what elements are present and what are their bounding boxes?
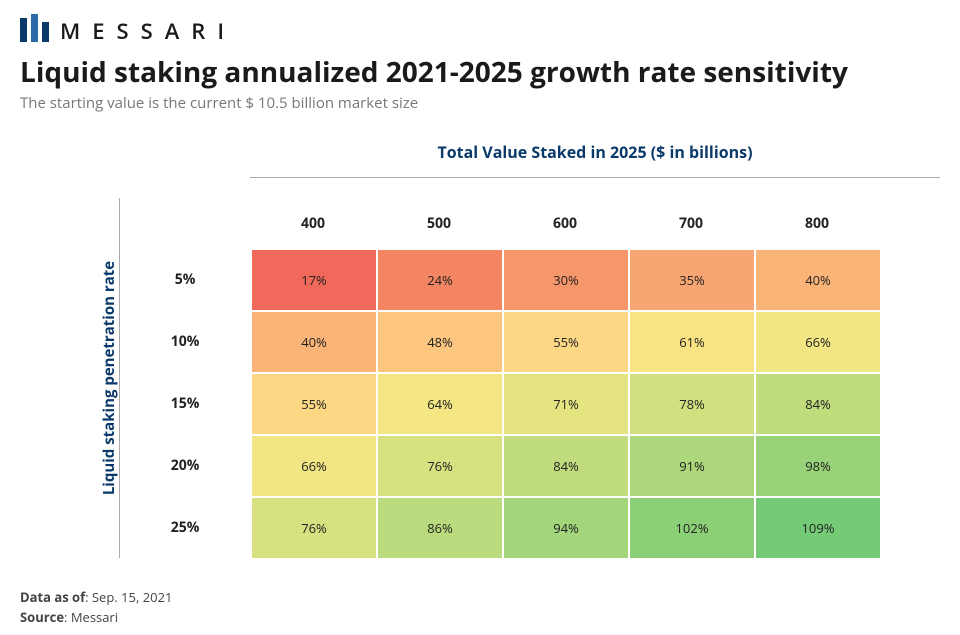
date-value: Sep. 15, 2021 (92, 588, 173, 606)
heatmap-cell: 30% (502, 248, 628, 310)
chart-subtitle: The starting value is the current $ 10.5… (20, 93, 940, 113)
row-header: 20% (120, 434, 250, 496)
source-label: Source (20, 608, 64, 626)
date-label: Data as of (20, 588, 85, 606)
heatmap-cell: 55% (250, 372, 376, 434)
heatmap-cell: 84% (502, 434, 628, 496)
heatmap-cell: 64% (376, 372, 502, 434)
heatmap-cell: 66% (754, 310, 880, 372)
x-axis-title: Total Value Staked in 2025 ($ in billion… (250, 141, 940, 178)
heatmap-cell: 40% (250, 310, 376, 372)
heatmap-grid: 4005006007008005%17%24%30%35%40%10%40%48… (120, 198, 880, 558)
heatmap-cell: 94% (502, 496, 628, 558)
heatmap-cell: 98% (754, 434, 880, 496)
heatmap-cell: 35% (628, 248, 754, 310)
heatmap-cell: 48% (376, 310, 502, 372)
column-header: 500 (376, 198, 502, 248)
heatmap-cell: 24% (376, 248, 502, 310)
heatmap-cell: 76% (376, 434, 502, 496)
heatmap-cell: 66% (250, 434, 376, 496)
row-header: 10% (120, 310, 250, 372)
column-header: 700 (628, 198, 754, 248)
brand-logo: MESSARI (20, 14, 940, 47)
column-header: 600 (502, 198, 628, 248)
brand-name: MESSARI (60, 16, 236, 46)
heatmap-cell: 71% (502, 372, 628, 434)
row-header: 15% (120, 372, 250, 434)
column-header: 400 (250, 198, 376, 248)
heatmap-cell: 78% (628, 372, 754, 434)
heatmap-cell: 102% (628, 496, 754, 558)
chart-title: Liquid staking annualized 2021-2025 grow… (20, 53, 940, 91)
column-header: 800 (754, 198, 880, 248)
source-value: Messari (71, 608, 118, 626)
logo-mark-icon (20, 14, 50, 47)
heatmap-chart: Total Value Staked in 2025 ($ in billion… (100, 141, 940, 558)
row-header: 25% (120, 496, 250, 558)
heatmap-cell: 109% (754, 496, 880, 558)
heatmap-cell: 91% (628, 434, 754, 496)
y-axis-title: Liquid staking penetration rate (100, 261, 120, 495)
heatmap-cell: 84% (754, 372, 880, 434)
heatmap-cell: 55% (502, 310, 628, 372)
heatmap-cell: 76% (250, 496, 376, 558)
row-header: 5% (120, 248, 250, 310)
heatmap-cell: 17% (250, 248, 376, 310)
heatmap-cell: 61% (628, 310, 754, 372)
heatmap-cell: 86% (376, 496, 502, 558)
heatmap-cell: 40% (754, 248, 880, 310)
chart-footer: Data as of: Sep. 15, 2021 Source: Messar… (20, 588, 940, 627)
